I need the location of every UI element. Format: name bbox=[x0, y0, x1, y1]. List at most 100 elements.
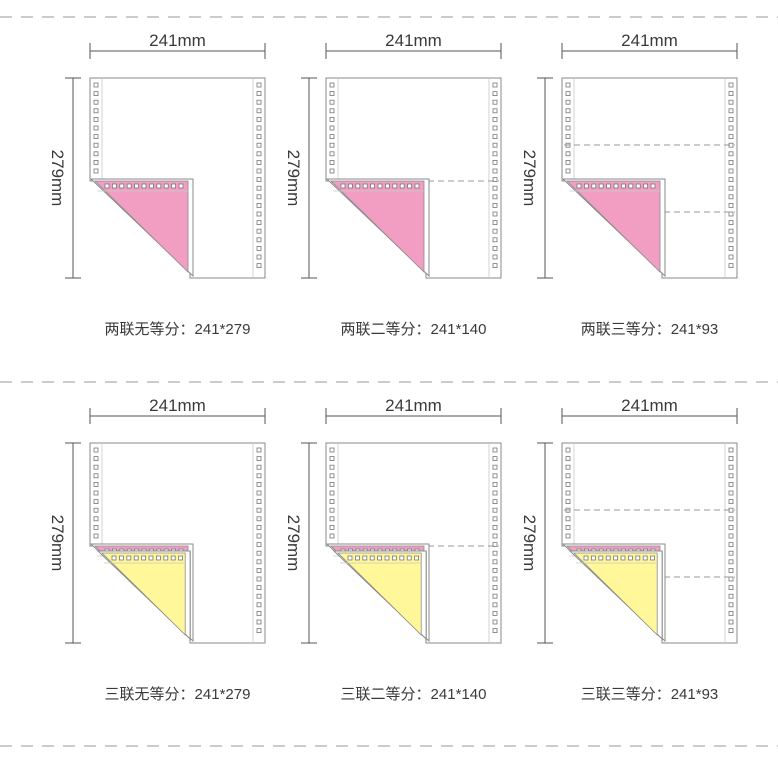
sprocket-hole bbox=[256, 177, 262, 183]
width-label: 241mm bbox=[385, 396, 442, 415]
sprocket-hole bbox=[565, 151, 571, 157]
sprocket-hole bbox=[728, 254, 734, 260]
sprocket-hole bbox=[256, 611, 262, 616]
sprocket-hole bbox=[399, 555, 405, 561]
sprocket-hole bbox=[148, 183, 154, 189]
sprocket-hole bbox=[613, 183, 619, 189]
sprocket-hole bbox=[256, 91, 262, 96]
sprocket-hole bbox=[256, 220, 262, 226]
sprocket-hole bbox=[576, 183, 582, 189]
sprocket-hole bbox=[392, 183, 398, 189]
sprocket-hole bbox=[728, 602, 734, 608]
sprocket-hole bbox=[329, 142, 335, 148]
sprocket-hole bbox=[256, 263, 262, 269]
sprocket-hole bbox=[93, 142, 99, 148]
sprocket-hole bbox=[565, 473, 571, 479]
sprocket-hole bbox=[93, 516, 99, 522]
sprocket-hole bbox=[492, 499, 498, 505]
sprocket-hole bbox=[492, 516, 498, 522]
sprocket-hole bbox=[492, 185, 498, 191]
sprocket-hole bbox=[407, 183, 413, 189]
sprocket-hole bbox=[329, 91, 335, 96]
sprocket-hole bbox=[329, 168, 335, 174]
sprocket-hole bbox=[728, 263, 734, 269]
sprocket-hole bbox=[384, 183, 390, 189]
sprocket-hole bbox=[256, 185, 262, 191]
sprocket-hole bbox=[93, 456, 99, 462]
sprocket-hole bbox=[163, 183, 169, 189]
sprocket-hole bbox=[492, 490, 498, 496]
sprocket-hole bbox=[728, 533, 734, 539]
sprocket-hole bbox=[256, 559, 262, 565]
sprocket-hole bbox=[148, 555, 154, 561]
sprocket-hole bbox=[340, 183, 346, 189]
sprocket-hole bbox=[391, 555, 397, 561]
sprocket-hole bbox=[112, 183, 117, 189]
sprocket-hole bbox=[492, 108, 498, 114]
sprocket-hole bbox=[492, 593, 498, 599]
sprocket-hole bbox=[492, 611, 498, 616]
sprocket-hole bbox=[728, 220, 734, 226]
sprocket-hole bbox=[93, 117, 99, 122]
sprocket-hole bbox=[414, 555, 420, 561]
sprocket-hole bbox=[134, 183, 140, 189]
sprocket-hole bbox=[354, 555, 360, 561]
sprocket-hole bbox=[635, 183, 641, 189]
top-sheet bbox=[561, 442, 738, 644]
sprocket-hole bbox=[93, 99, 99, 105]
yellow-ply bbox=[337, 552, 422, 636]
sprocket-hole bbox=[329, 507, 335, 513]
sprocket-hole bbox=[728, 245, 734, 251]
sprocket-hole bbox=[256, 568, 262, 573]
paper-panel: 241mm 279mm 两联三等分：241*93 bbox=[520, 31, 738, 338]
sprocket-hole bbox=[93, 168, 99, 174]
sprocket-hole bbox=[565, 464, 571, 470]
sprocket-hole bbox=[126, 183, 132, 189]
sprocket-hole bbox=[565, 525, 571, 530]
sprocket-hole bbox=[256, 82, 262, 88]
sprocket-hole bbox=[728, 464, 734, 470]
sprocket-hole bbox=[492, 237, 498, 243]
sprocket-hole bbox=[126, 555, 132, 561]
width-label: 241mm bbox=[149, 31, 206, 50]
sprocket-hole bbox=[628, 555, 633, 561]
sprocket-hole bbox=[565, 490, 571, 496]
sprocket-hole bbox=[156, 183, 162, 189]
sprocket-hole bbox=[256, 576, 262, 582]
sprocket-hole bbox=[329, 82, 335, 88]
sprocket-hole bbox=[565, 159, 571, 165]
sprocket-hole bbox=[492, 619, 498, 625]
sprocket-hole bbox=[492, 159, 498, 165]
sprocket-hole bbox=[256, 533, 262, 539]
sprocket-hole bbox=[650, 183, 656, 189]
sprocket-hole bbox=[492, 533, 498, 539]
sprocket-hole bbox=[93, 525, 99, 530]
sprocket-hole bbox=[329, 108, 335, 114]
sprocket-hole bbox=[256, 481, 262, 487]
sprocket-hole bbox=[256, 237, 262, 243]
paper-panel: 241mm 279mm 三联无等分：241*279 bbox=[48, 396, 266, 703]
sprocket-hole bbox=[492, 456, 498, 462]
sprocket-hole bbox=[362, 555, 368, 561]
sprocket-hole bbox=[613, 555, 618, 561]
sprocket-hole bbox=[492, 576, 498, 582]
sprocket-hole bbox=[329, 125, 335, 131]
sprocket-hole bbox=[141, 183, 147, 189]
sprocket-hole bbox=[256, 550, 262, 556]
sprocket-hole bbox=[492, 254, 498, 260]
sprocket-hole bbox=[650, 555, 655, 561]
sprocket-hole bbox=[256, 628, 262, 633]
sprocket-hole bbox=[492, 91, 498, 96]
sprocket-hole bbox=[256, 202, 262, 208]
sprocket-hole bbox=[347, 183, 353, 189]
sprocket-hole bbox=[492, 245, 498, 251]
sprocket-hole bbox=[93, 159, 99, 165]
sprocket-hole bbox=[119, 183, 125, 189]
sprocket-hole bbox=[329, 473, 335, 479]
sprocket-hole bbox=[256, 516, 262, 522]
sprocket-hole bbox=[492, 82, 498, 88]
width-label: 241mm bbox=[621, 31, 678, 50]
sprocket-hole bbox=[256, 194, 262, 200]
sprocket-hole bbox=[583, 555, 589, 561]
